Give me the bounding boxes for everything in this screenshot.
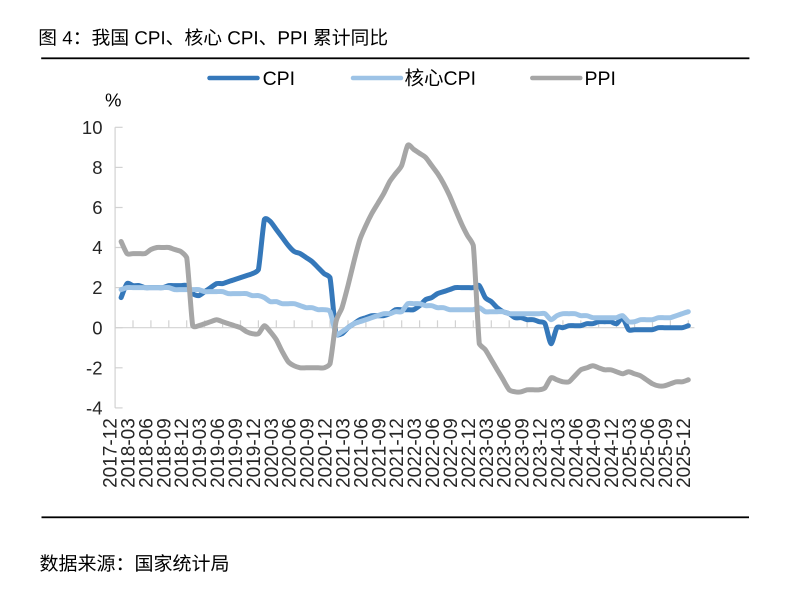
- svg-text:2019-09: 2019-09: [226, 418, 247, 488]
- svg-text:PPI: PPI: [585, 68, 616, 90]
- svg-text:2018-12: 2018-12: [172, 418, 193, 488]
- svg-text:2023-06: 2023-06: [495, 418, 516, 488]
- svg-text:0: 0: [92, 317, 102, 338]
- svg-text:2018-06: 2018-06: [136, 418, 157, 488]
- svg-text:2017-12: 2017-12: [101, 418, 122, 488]
- svg-text:2025-06: 2025-06: [638, 418, 659, 488]
- svg-text:2020-03: 2020-03: [262, 418, 283, 488]
- svg-text:2021-09: 2021-09: [369, 418, 390, 488]
- svg-text:-4: -4: [86, 398, 102, 419]
- svg-text:2021-03: 2021-03: [334, 418, 355, 488]
- svg-text:2022-06: 2022-06: [423, 418, 444, 488]
- svg-text:2022-09: 2022-09: [441, 418, 462, 488]
- svg-text:2020-12: 2020-12: [316, 418, 337, 488]
- svg-text:2025-03: 2025-03: [620, 418, 641, 488]
- svg-text:2023-12: 2023-12: [531, 418, 552, 488]
- svg-text:%: %: [105, 90, 121, 111]
- svg-text:2024-03: 2024-03: [548, 418, 569, 488]
- svg-text:2018-03: 2018-03: [119, 418, 140, 488]
- svg-text:2019-12: 2019-12: [244, 418, 265, 488]
- svg-text:2024-12: 2024-12: [602, 418, 623, 488]
- svg-text:2024-06: 2024-06: [566, 418, 587, 488]
- svg-text:2025-09: 2025-09: [656, 418, 677, 488]
- svg-text:CPI: CPI: [263, 68, 296, 90]
- svg-text:2021-06: 2021-06: [351, 418, 372, 488]
- svg-text:2023-03: 2023-03: [477, 418, 498, 488]
- svg-text:2021-12: 2021-12: [387, 418, 408, 488]
- svg-text:2024-09: 2024-09: [584, 418, 605, 488]
- svg-text:2020-06: 2020-06: [280, 418, 301, 488]
- svg-text:2022-12: 2022-12: [459, 418, 480, 488]
- svg-text:2: 2: [92, 277, 102, 298]
- svg-text:-2: -2: [86, 357, 102, 378]
- svg-text:10: 10: [82, 117, 103, 138]
- svg-text:2023-09: 2023-09: [513, 418, 534, 488]
- svg-text:2020-09: 2020-09: [298, 418, 319, 488]
- svg-text:2019-03: 2019-03: [190, 418, 211, 488]
- svg-text:2025-12: 2025-12: [674, 418, 695, 488]
- svg-text:6: 6: [92, 197, 102, 218]
- svg-text:2018-09: 2018-09: [154, 418, 175, 488]
- svg-text:8: 8: [92, 157, 102, 178]
- svg-text:2022-03: 2022-03: [405, 418, 426, 488]
- svg-text:2019-06: 2019-06: [208, 418, 229, 488]
- svg-text:4: 4: [92, 237, 102, 258]
